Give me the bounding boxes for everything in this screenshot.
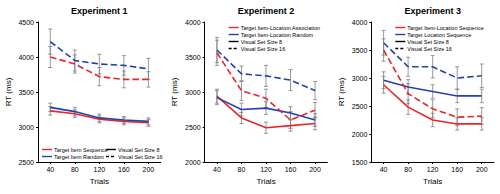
svg-text:Target Item Random: Target Item Random [54,154,104,160]
svg-text:RT (ms): RT (ms) [170,77,179,106]
svg-text:Trials: Trials [90,177,109,186]
svg-text:3500: 3500 [185,54,201,61]
svg-text:Trials: Trials [256,177,275,186]
svg-text:120: 120 [427,166,439,173]
svg-text:Visual Set Size 8: Visual Set Size 8 [407,39,448,45]
svg-text:120: 120 [260,166,272,173]
svg-text:2000: 2000 [185,159,201,166]
svg-text:40: 40 [213,166,221,173]
svg-text:80: 80 [238,166,246,173]
svg-text:Experiment 1: Experiment 1 [71,6,128,16]
svg-text:Target Item-Location Sequence: Target Item-Location Sequence [407,25,483,31]
svg-text:4000: 4000 [18,54,34,61]
svg-text:40: 40 [46,166,54,173]
svg-text:Experiment 3: Experiment 3 [404,6,461,16]
svg-text:160: 160 [285,166,297,173]
svg-text:80: 80 [404,166,412,173]
svg-text:Visual Set Size 16: Visual Set Size 16 [118,154,163,160]
svg-text:200: 200 [143,166,155,173]
svg-text:Target Item Sequence: Target Item Sequence [54,147,108,153]
svg-text:3000: 3000 [18,124,34,131]
svg-text:Visual Set Size 8: Visual Set Size 8 [118,147,159,153]
svg-text:RT (ms): RT (ms) [337,77,346,106]
svg-text:4000: 4000 [185,19,201,26]
svg-text:Target Item-Location Associati: Target Item-Location Association [241,25,321,31]
svg-text:RT (ms): RT (ms) [4,77,13,106]
svg-text:Target Item-Location Random: Target Item-Location Random [241,32,314,38]
svg-text:40: 40 [380,166,388,173]
svg-text:Visual Set Size 16: Visual Set Size 16 [407,46,452,52]
svg-text:Trials: Trials [423,177,442,186]
svg-text:1500: 1500 [352,159,368,166]
svg-text:3000: 3000 [352,75,368,82]
svg-text:4000: 4000 [352,19,368,26]
svg-text:Target Location Sequence: Target Location Sequence [407,32,471,38]
svg-text:2500: 2500 [185,124,201,131]
svg-text:160: 160 [451,166,463,173]
svg-text:2500: 2500 [352,103,368,110]
svg-text:Visual Set Size 16: Visual Set Size 16 [241,46,286,52]
svg-text:200: 200 [309,166,321,173]
svg-text:3500: 3500 [352,47,368,54]
svg-text:Experiment 2: Experiment 2 [238,6,295,16]
svg-text:160: 160 [118,166,130,173]
svg-text:80: 80 [71,166,79,173]
svg-text:4500: 4500 [18,19,34,26]
svg-text:2000: 2000 [352,131,368,138]
svg-text:Visual Set Size 8: Visual Set Size 8 [241,39,282,45]
svg-text:200: 200 [476,166,488,173]
svg-text:3500: 3500 [18,89,34,96]
svg-text:120: 120 [93,166,105,173]
svg-text:2500: 2500 [18,159,34,166]
svg-text:3000: 3000 [185,89,201,96]
